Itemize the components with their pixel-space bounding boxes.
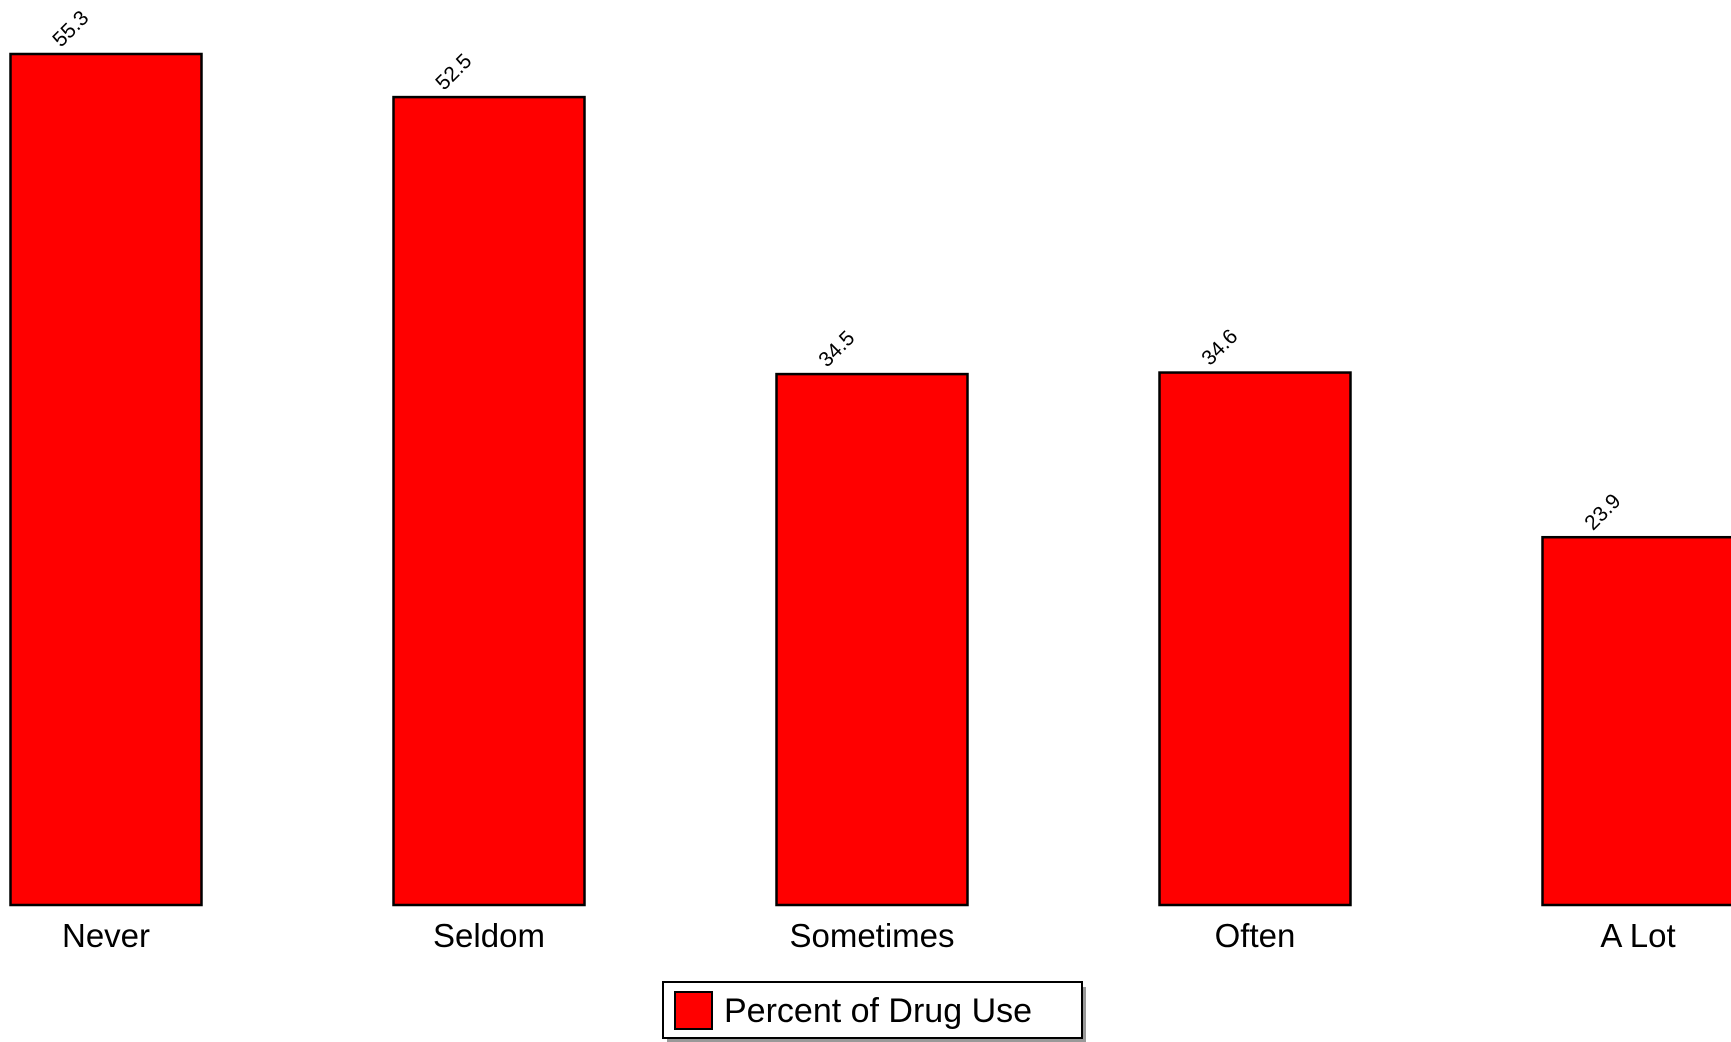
x-tick-label: Seldom	[433, 917, 545, 954]
data-label: 52.5	[431, 49, 476, 94]
data-label: 55.3	[48, 6, 93, 51]
legend-box	[662, 981, 1083, 1039]
data-label: 23.9	[1580, 490, 1625, 535]
bar-never	[9, 52, 203, 907]
bar-often	[1158, 371, 1352, 907]
legend-label: Percent of Drug Use	[724, 992, 1032, 1030]
bar-seldom	[392, 95, 586, 907]
bar-sometimes	[775, 372, 969, 907]
x-tick-labels-layer: Never Seldom Sometimes Often A Lot	[62, 917, 1676, 954]
bar-a-lot	[1541, 535, 1731, 907]
x-tick-label: Never	[62, 917, 150, 954]
data-label: 34.6	[1197, 325, 1242, 370]
x-tick-label: A Lot	[1600, 917, 1675, 954]
data-label: 34.5	[814, 326, 859, 371]
x-tick-label: Sometimes	[789, 917, 954, 954]
legend-swatch	[674, 991, 713, 1030]
legend: Percent of Drug Use	[662, 981, 1086, 1042]
bars-layer	[9, 52, 1731, 907]
x-tick-label: Often	[1215, 917, 1296, 954]
